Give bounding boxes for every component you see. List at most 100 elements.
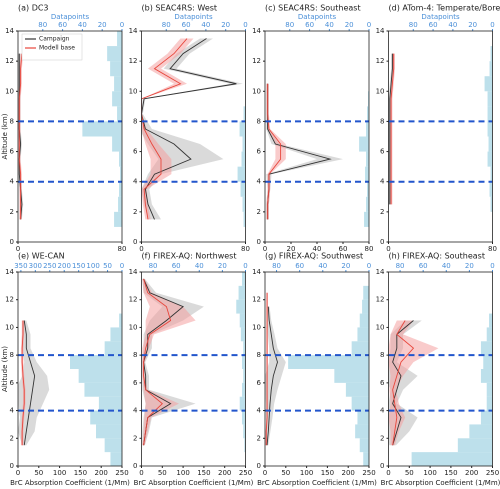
top-axis-label: Datapoints bbox=[174, 13, 213, 21]
y-tick-label: 0 bbox=[10, 462, 14, 470]
top-tick-label: 20 bbox=[465, 262, 474, 270]
plot-area bbox=[18, 31, 122, 227]
datapoints-bar bbox=[241, 151, 246, 167]
top-axis-label: Datapoints bbox=[421, 13, 460, 21]
top-tick-label: 0 bbox=[120, 21, 124, 29]
frame bbox=[388, 271, 493, 467]
y-tick-label: 4 bbox=[380, 178, 385, 186]
panel-title: (f) FIREX-AQ: Northwest bbox=[142, 252, 237, 261]
y-tick-label: 10 bbox=[129, 87, 138, 95]
y-tick-label: 6 bbox=[10, 148, 15, 156]
datapoints-bar bbox=[242, 196, 246, 212]
datapoints-bar bbox=[489, 313, 493, 328]
y-tick-label: 4 bbox=[10, 178, 15, 186]
top-tick-label: 150 bbox=[72, 262, 85, 270]
top-tick-label: 80 bbox=[272, 262, 281, 270]
y-tick-label: 4 bbox=[133, 178, 138, 186]
frame bbox=[141, 271, 246, 467]
x-tick-label: 200 bbox=[465, 469, 478, 477]
top-tick-label: 60 bbox=[58, 21, 67, 29]
y-tick-label: 2 bbox=[10, 434, 14, 442]
x-tick-label: 150 bbox=[321, 469, 334, 477]
datapoints-bar bbox=[480, 369, 493, 383]
datapoints-bar bbox=[487, 151, 493, 167]
x-tick-label: 250 bbox=[362, 469, 375, 477]
datapoints-bar bbox=[355, 424, 369, 439]
y-tick-label: 6 bbox=[257, 379, 262, 387]
profile-line bbox=[266, 306, 278, 446]
top-tick-label: 40 bbox=[318, 262, 327, 270]
datapoints-bar bbox=[70, 355, 122, 369]
plot-area bbox=[18, 313, 122, 466]
x-tick-label: 0 bbox=[263, 469, 267, 477]
plot-area bbox=[265, 285, 369, 466]
x-tick-label: 150 bbox=[197, 469, 210, 477]
plot-area bbox=[141, 38, 246, 227]
datapoints-bar bbox=[366, 121, 369, 137]
top-tick-label: 0 bbox=[243, 262, 247, 270]
top-tick-label: 60 bbox=[429, 21, 438, 29]
datapoints-bar bbox=[104, 341, 122, 356]
x-tick-label: 250 bbox=[115, 469, 128, 477]
spread-band bbox=[266, 83, 343, 220]
y-tick-label: 2 bbox=[380, 208, 384, 216]
top-tick-label: 60 bbox=[419, 262, 428, 270]
y-tick-label: 12 bbox=[129, 57, 138, 65]
y-tick-label: 2 bbox=[257, 208, 261, 216]
top-tick-label: 60 bbox=[305, 21, 314, 29]
datapoints-bar bbox=[366, 196, 369, 212]
datapoints-bar bbox=[487, 106, 493, 122]
x-tick-label: 20 bbox=[287, 245, 296, 253]
y-tick-label: 6 bbox=[380, 148, 385, 156]
datapoints-bar bbox=[110, 327, 122, 342]
datapoints-bar bbox=[119, 151, 122, 167]
y-tick-label: 0 bbox=[10, 238, 14, 246]
top-tick-label: 20 bbox=[98, 21, 107, 29]
datapoints-bar bbox=[242, 410, 246, 425]
x-tick-label: 0 bbox=[386, 245, 390, 253]
datapoints-bar bbox=[107, 46, 122, 62]
top-tick-label: 50 bbox=[103, 262, 112, 270]
datapoints-bar bbox=[359, 136, 369, 152]
datapoints-bar bbox=[118, 196, 122, 212]
x-tick-label: 80 bbox=[118, 245, 127, 253]
y-tick-label: 2 bbox=[10, 208, 14, 216]
datapoints-bar bbox=[411, 452, 493, 466]
y-tick-label: 6 bbox=[10, 379, 15, 387]
datapoints-bar bbox=[240, 181, 246, 197]
datapoints-bar bbox=[480, 410, 493, 425]
datapoints-bar bbox=[110, 61, 122, 77]
x-tick-label: 80 bbox=[365, 245, 374, 253]
datapoints-bar bbox=[110, 452, 122, 466]
datapoints-bar bbox=[239, 396, 246, 411]
datapoints-bar bbox=[483, 355, 493, 369]
datapoints-bar bbox=[487, 91, 493, 107]
y-tick-label: 12 bbox=[376, 57, 385, 65]
datapoints-bar bbox=[334, 369, 369, 383]
datapoints-bar bbox=[486, 382, 493, 397]
top-tick-label: 300 bbox=[29, 262, 42, 270]
y-axis-label: Altitude (km) bbox=[1, 113, 9, 159]
top-tick-label: 40 bbox=[195, 262, 204, 270]
y-tick-label: 6 bbox=[133, 148, 138, 156]
x-tick-label: 200 bbox=[218, 469, 231, 477]
y-tick-label: 8 bbox=[380, 351, 384, 359]
x-tick-label: 100 bbox=[300, 469, 313, 477]
y-tick-label: 12 bbox=[129, 296, 138, 304]
datapoints-bar bbox=[117, 106, 122, 122]
legend-label: Modell base bbox=[39, 45, 75, 52]
top-axis-label: Datapoints bbox=[298, 13, 337, 21]
y-tick-label: 4 bbox=[133, 407, 138, 415]
y-tick-label: 12 bbox=[376, 296, 385, 304]
top-tick-label: 0 bbox=[490, 21, 494, 29]
x-tick-label: 200 bbox=[95, 469, 108, 477]
top-tick-label: 0 bbox=[367, 21, 371, 29]
datapoints-bar bbox=[104, 438, 122, 453]
y-tick-label: 10 bbox=[252, 87, 261, 95]
datapoints-bar bbox=[489, 181, 493, 197]
datapoints-bar bbox=[236, 299, 246, 314]
datapoints-bar bbox=[84, 382, 122, 397]
datapoints-bar bbox=[243, 106, 246, 122]
y-tick-label: 0 bbox=[257, 462, 261, 470]
